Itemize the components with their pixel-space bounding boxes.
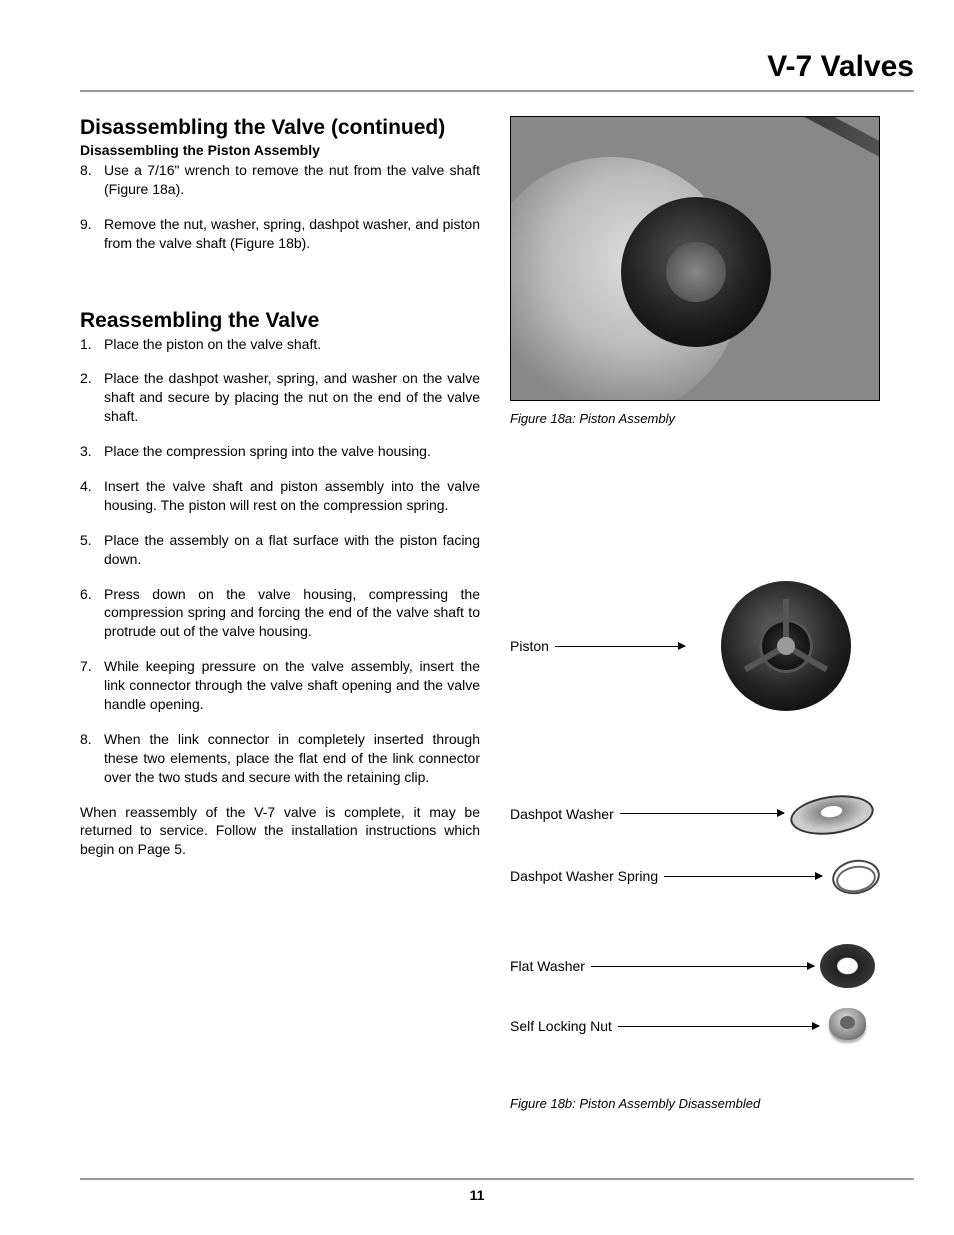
closing-paragraph: When reassembly of the V-7 valve is comp…: [80, 803, 480, 860]
item-number: 5.: [80, 531, 104, 569]
section1-list: 8.Use a 7/16" wrench to remove the nut f…: [80, 161, 480, 253]
dashpot-washer-graphic: [790, 786, 870, 841]
list-item: 7.While keeping pressure on the valve as…: [80, 657, 480, 714]
arrow-icon: [618, 1026, 819, 1027]
item-text: While keeping pressure on the valve asse…: [104, 657, 480, 714]
piston-center-graphic: [666, 242, 726, 302]
self-locking-nut-graphic: [825, 1006, 870, 1046]
section2-list: 1.Place the piston on the valve shaft. 2…: [80, 335, 480, 787]
item-number: 8.: [80, 161, 104, 199]
section2-title: Reassembling the Valve: [80, 309, 480, 333]
item-text: Insert the valve shaft and piston assemb…: [104, 477, 480, 515]
item-text: Remove the nut, washer, spring, dashpot …: [104, 215, 480, 253]
list-item: 8.When the link connector in completely …: [80, 730, 480, 787]
list-item: 8.Use a 7/16" wrench to remove the nut f…: [80, 161, 480, 199]
screwdriver-graphic: [727, 116, 880, 160]
part-label-flat-washer: Flat Washer: [510, 958, 585, 974]
item-number: 1.: [80, 335, 104, 354]
part-label-self-locking-nut: Self Locking Nut: [510, 1018, 612, 1034]
arrow-icon: [620, 813, 784, 814]
item-text: Place the assembly on a flat surface wit…: [104, 531, 480, 569]
list-item: 3.Place the compression spring into the …: [80, 442, 480, 461]
arrow-icon: [664, 876, 822, 877]
item-text: Place the dashpot washer, spring, and wa…: [104, 369, 480, 426]
arrow-icon: [591, 966, 814, 967]
item-text: Use a 7/16" wrench to remove the nut fro…: [104, 161, 480, 199]
item-number: 4.: [80, 477, 104, 515]
item-text: Place the compression spring into the va…: [104, 442, 480, 461]
figure-18a: [510, 116, 880, 401]
part-label-dashpot-spring: Dashpot Washer Spring: [510, 868, 658, 884]
figure-18b-caption: Figure 18b: Piston Assembly Disassembled: [510, 1096, 760, 1111]
item-number: 8.: [80, 730, 104, 787]
item-number: 3.: [80, 442, 104, 461]
item-number: 7.: [80, 657, 104, 714]
text-column: Disassembling the Valve (continued) Disa…: [80, 116, 480, 1106]
item-number: 2.: [80, 369, 104, 426]
list-item: 1.Place the piston on the valve shaft.: [80, 335, 480, 354]
item-text: Place the piston on the valve shaft.: [104, 335, 480, 354]
item-number: 9.: [80, 215, 104, 253]
piston-part-graphic: [721, 581, 851, 711]
dashpot-spring-graphic: [828, 856, 880, 896]
section1-subtitle: Disassembling the Piston Assembly: [80, 142, 480, 158]
item-number: 6.: [80, 585, 104, 642]
item-text: When the link connector in completely in…: [104, 730, 480, 787]
footer-rule: [80, 1178, 914, 1180]
list-item: 5.Place the assembly on a flat surface w…: [80, 531, 480, 569]
list-item: 2.Place the dashpot washer, spring, and …: [80, 369, 480, 426]
list-item: 9.Remove the nut, washer, spring, dashpo…: [80, 215, 480, 253]
list-item: 4.Insert the valve shaft and piston asse…: [80, 477, 480, 515]
page-header: V-7 Valves: [80, 50, 914, 92]
page-number: 11: [0, 1187, 954, 1203]
figure-column: Figure 18a: Piston Assembly Piston Dashp…: [510, 116, 914, 1106]
figure-18b: Piston Dashpot Washer Dashpot Washer Spr…: [510, 486, 910, 1106]
item-text: Press down on the valve housing, compres…: [104, 585, 480, 642]
list-item: 6.Press down on the valve housing, compr…: [80, 585, 480, 642]
part-label-dashpot-washer: Dashpot Washer: [510, 806, 614, 822]
flat-washer-graphic: [820, 941, 875, 991]
section1-title: Disassembling the Valve (continued): [80, 116, 480, 140]
part-label-piston: Piston: [510, 638, 549, 654]
figure-18a-caption: Figure 18a: Piston Assembly: [510, 411, 914, 426]
arrow-icon: [555, 646, 685, 647]
